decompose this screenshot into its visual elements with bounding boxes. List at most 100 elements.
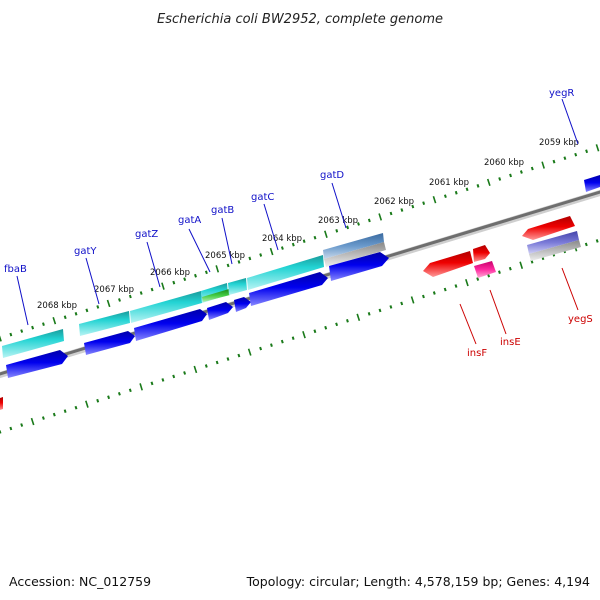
scale-tick-minor bbox=[150, 287, 154, 292]
scale-tick-minor bbox=[400, 208, 404, 212]
leader-gatD bbox=[331, 182, 347, 229]
gene-label-fbaB[interactable]: fbaB bbox=[4, 264, 27, 275]
gene-label-gatD[interactable]: gatD bbox=[320, 170, 344, 181]
scale-tick-minor bbox=[443, 287, 447, 292]
scale-tick-minor bbox=[107, 395, 111, 400]
forward-arrow[interactable] bbox=[249, 272, 328, 306]
gene-label-gatY[interactable]: gatY bbox=[74, 246, 97, 257]
scale-tick-minor bbox=[117, 391, 121, 396]
scale-tick-minor bbox=[432, 291, 436, 295]
scale-tick-minor bbox=[313, 329, 317, 334]
scale-tick-minor bbox=[0, 430, 2, 434]
scale-tick-minor bbox=[139, 291, 143, 295]
scale-tick-minor bbox=[367, 312, 371, 316]
scale-tick-minor bbox=[313, 235, 317, 240]
forward-arrow[interactable] bbox=[207, 302, 233, 320]
forward-arrow[interactable] bbox=[134, 309, 207, 341]
scale-tick-minor bbox=[31, 325, 35, 330]
leader-gatA bbox=[188, 228, 211, 273]
gene-label-gatC[interactable]: gatC bbox=[251, 192, 274, 203]
scale-tick-major bbox=[302, 331, 306, 339]
scale-tick-major bbox=[432, 195, 437, 204]
leader-yegS bbox=[561, 267, 579, 311]
feature-gatD-grey[interactable] bbox=[324, 242, 386, 267]
feature-gatY[interactable] bbox=[79, 311, 130, 336]
feature-gatA-green[interactable] bbox=[202, 289, 230, 302]
scale-tick-major bbox=[519, 261, 524, 269]
scale-tick-major bbox=[378, 213, 383, 221]
scale-tick-minor bbox=[302, 239, 306, 243]
kbp-label: 2061 kbp bbox=[429, 178, 469, 188]
forward-feature-track bbox=[2, 233, 386, 358]
gene-label-insE[interactable]: insE bbox=[500, 337, 521, 348]
scale-tick-minor bbox=[237, 260, 241, 264]
scale-tick-minor bbox=[215, 360, 219, 365]
scale-tick-minor bbox=[422, 294, 425, 299]
forward-gene-labels: fbaB gatY gatZ gatA gatB gatC gatD yegR bbox=[4, 88, 574, 275]
scale-tick-minor bbox=[563, 156, 567, 161]
feature-gatB[interactable] bbox=[228, 278, 247, 295]
scale-tick-major bbox=[269, 247, 274, 256]
leader-gatZ bbox=[146, 241, 161, 288]
scale-tick-minor bbox=[280, 339, 284, 344]
gene-label-gatZ[interactable]: gatZ bbox=[135, 229, 158, 240]
scale-tick-minor bbox=[454, 190, 458, 195]
scale-tick-major bbox=[410, 296, 415, 304]
forward-arrow[interactable] bbox=[84, 331, 135, 355]
scale-tick-minor bbox=[335, 229, 339, 233]
gene-label-gatB[interactable]: gatB bbox=[211, 205, 234, 216]
scale-tick-minor bbox=[42, 322, 45, 326]
feature-insE[interactable] bbox=[473, 245, 490, 262]
forward-arrow[interactable] bbox=[329, 252, 389, 281]
scale-tick-major bbox=[215, 265, 220, 273]
gene-label-yegS[interactable]: yegS bbox=[568, 314, 593, 325]
scale-track-top bbox=[0, 144, 600, 342]
scale-tick-major bbox=[30, 417, 35, 426]
forward-arrow[interactable] bbox=[584, 175, 600, 192]
scale-tick-minor bbox=[508, 266, 512, 271]
scale-labels: 2068 kbp 2067 kbp 2066 kbp 2065 kbp 2064… bbox=[37, 138, 579, 311]
scale-tick-minor bbox=[357, 222, 360, 226]
scale-tick-minor bbox=[9, 426, 13, 431]
scale-tick-minor bbox=[259, 253, 263, 257]
reverse-arrow-edge[interactable] bbox=[0, 397, 3, 410]
feature-insF[interactable] bbox=[423, 251, 473, 277]
gene-label-gatA[interactable]: gatA bbox=[178, 215, 201, 226]
scale-tick-minor bbox=[74, 312, 78, 316]
scale-tick-major bbox=[193, 365, 198, 374]
scale-tick-minor bbox=[237, 353, 241, 358]
feature-yegS-violet[interactable] bbox=[527, 231, 579, 254]
scale-tick-minor bbox=[552, 159, 556, 164]
scale-tick-minor bbox=[74, 405, 78, 410]
scale-tick-minor bbox=[346, 319, 349, 323]
feature-fbaB[interactable] bbox=[2, 329, 64, 358]
scale-tick-minor bbox=[118, 298, 121, 302]
scale-tick-minor bbox=[183, 371, 187, 375]
reverse-gene-labels: insF insE yegS bbox=[467, 314, 593, 359]
scale-tick-minor bbox=[96, 305, 100, 309]
feature-yegS-grey[interactable] bbox=[529, 240, 581, 261]
scale-tick-major bbox=[161, 282, 165, 290]
label-leaders bbox=[16, 98, 579, 345]
gene-label-yegR[interactable]: yegR bbox=[549, 88, 574, 99]
gene-label-insF[interactable]: insF bbox=[467, 348, 487, 359]
feature-yegS[interactable] bbox=[522, 216, 575, 240]
feature-gatZ[interactable] bbox=[130, 291, 202, 323]
leader-fbaB bbox=[16, 275, 29, 326]
forward-arrow[interactable] bbox=[6, 350, 68, 378]
scale-tick-minor bbox=[226, 263, 230, 268]
scale-tick-minor bbox=[498, 177, 502, 181]
kbp-label: 2064 kbp bbox=[262, 234, 302, 244]
scale-tick-minor bbox=[63, 315, 67, 320]
forward-arrow[interactable] bbox=[234, 297, 251, 312]
map-title: Escherichia coli BW2952, complete genome bbox=[157, 12, 443, 27]
genome-summary: Topology: circular; Length: 4,578,159 bp… bbox=[246, 574, 590, 589]
scale-tick-minor bbox=[20, 423, 24, 427]
feature-gatD[interactable] bbox=[323, 233, 384, 259]
kbp-label: 2062 kbp bbox=[374, 197, 414, 207]
feature-gatC[interactable] bbox=[247, 255, 324, 290]
feature-insE-pink[interactable] bbox=[474, 261, 496, 278]
scale-tick-major bbox=[541, 161, 545, 169]
scale-tick-minor bbox=[476, 277, 480, 281]
kbp-label: 2066 kbp bbox=[150, 268, 190, 278]
